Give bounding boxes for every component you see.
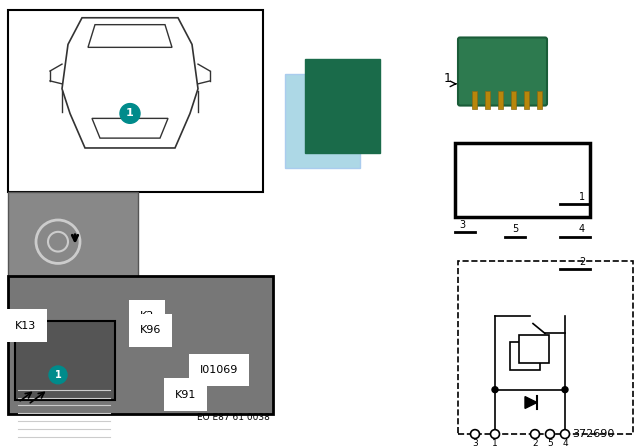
Circle shape	[531, 430, 540, 439]
Circle shape	[561, 430, 570, 439]
Circle shape	[562, 387, 568, 392]
Bar	[8, 276, 273, 414]
Bar	[458, 262, 633, 434]
Bar	[537, 91, 542, 108]
Bar	[305, 59, 380, 153]
Text: 2: 2	[579, 258, 585, 267]
Bar	[472, 91, 477, 108]
PathPatch shape	[62, 18, 198, 148]
Circle shape	[49, 366, 67, 384]
Text: 372690: 372690	[573, 429, 615, 439]
Text: 3: 3	[459, 220, 465, 230]
Text: K13: K13	[15, 321, 36, 331]
Text: 1: 1	[444, 73, 452, 86]
PathPatch shape	[88, 25, 172, 47]
Bar	[498, 91, 503, 108]
Polygon shape	[525, 396, 537, 409]
Text: 5: 5	[547, 439, 553, 448]
Text: K91: K91	[175, 390, 196, 400]
Bar	[455, 143, 590, 217]
Text: 1: 1	[492, 439, 498, 448]
Text: EO E87 61 0038: EO E87 61 0038	[197, 413, 270, 422]
Circle shape	[120, 103, 140, 123]
Text: 1: 1	[579, 192, 585, 202]
Bar	[8, 10, 263, 192]
Bar	[519, 336, 549, 363]
Text: I01069: I01069	[200, 365, 238, 375]
Bar	[511, 91, 516, 108]
FancyBboxPatch shape	[458, 38, 547, 106]
Text: K96: K96	[140, 326, 161, 336]
Circle shape	[492, 387, 498, 392]
Text: 5: 5	[512, 224, 518, 234]
Circle shape	[545, 430, 554, 439]
Text: 3: 3	[472, 439, 478, 448]
Bar	[485, 91, 490, 108]
Circle shape	[470, 430, 479, 439]
Bar	[8, 192, 138, 281]
Bar	[524, 91, 529, 108]
Bar	[510, 342, 540, 370]
Bar	[285, 74, 360, 168]
Text: 1: 1	[126, 108, 134, 118]
Bar	[15, 321, 115, 400]
PathPatch shape	[92, 118, 168, 138]
Text: K2: K2	[140, 310, 154, 321]
Text: 4: 4	[579, 224, 585, 234]
Text: 4: 4	[562, 439, 568, 448]
Text: 1: 1	[54, 370, 61, 380]
Text: 2: 2	[532, 439, 538, 448]
Circle shape	[490, 430, 499, 439]
